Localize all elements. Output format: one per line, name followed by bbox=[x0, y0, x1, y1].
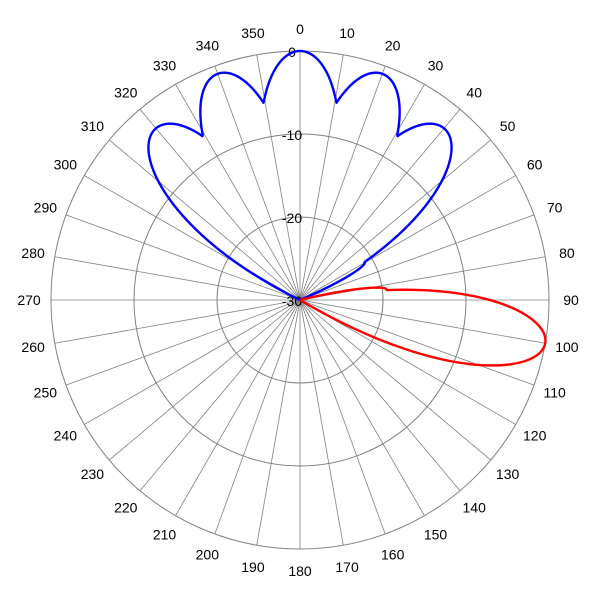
grid-spoke bbox=[299, 256, 546, 301]
grid-spoke bbox=[54, 299, 301, 344]
grid-spoke bbox=[214, 65, 301, 301]
grid-spoke bbox=[139, 108, 301, 301]
angle-label: 300 bbox=[54, 157, 78, 173]
grid-spoke bbox=[299, 299, 425, 516]
angle-label: 80 bbox=[559, 245, 575, 261]
grid-spoke bbox=[139, 299, 301, 492]
grid-spoke bbox=[299, 299, 386, 535]
angle-label: 240 bbox=[54, 428, 78, 444]
angle-label: 50 bbox=[500, 118, 516, 134]
grid-spoke bbox=[299, 139, 492, 301]
angle-label: 30 bbox=[428, 57, 444, 73]
polar-grid bbox=[50, 50, 550, 550]
grid-spoke bbox=[299, 84, 425, 301]
angle-label: 130 bbox=[496, 466, 520, 482]
grid-spoke bbox=[299, 299, 344, 546]
grid-spoke bbox=[214, 299, 301, 535]
grid-spoke bbox=[175, 299, 301, 516]
grid-spoke bbox=[108, 299, 301, 461]
series-line-0 bbox=[147, 49, 453, 302]
angle-label: 40 bbox=[466, 84, 482, 100]
grid-spoke bbox=[175, 84, 301, 301]
angle-label: 210 bbox=[153, 527, 177, 543]
angle-label: 280 bbox=[21, 245, 45, 261]
grid-spoke bbox=[54, 256, 301, 301]
grid-spoke bbox=[65, 299, 301, 386]
angle-label: 350 bbox=[241, 25, 265, 41]
series-line-1 bbox=[299, 286, 547, 367]
grid-spoke bbox=[84, 299, 301, 425]
grid-spoke bbox=[299, 214, 535, 301]
angle-label: 150 bbox=[424, 527, 448, 543]
angle-label: 260 bbox=[21, 339, 45, 355]
ring-label: -10 bbox=[282, 127, 302, 143]
ring-label: -20 bbox=[282, 210, 302, 226]
ring-labels: 0-10-20-30 bbox=[282, 44, 302, 309]
grid-spoke bbox=[299, 299, 535, 386]
angle-label: 310 bbox=[81, 118, 105, 134]
angle-label: 160 bbox=[381, 547, 405, 563]
angle-label: 230 bbox=[81, 466, 105, 482]
grid-spoke bbox=[108, 139, 301, 301]
grid-spoke bbox=[299, 299, 546, 344]
angle-label: 90 bbox=[563, 292, 579, 308]
angle-label: 110 bbox=[543, 385, 566, 401]
angle-label: 270 bbox=[17, 292, 41, 308]
angle-label: 190 bbox=[241, 559, 265, 575]
ring-label: -30 bbox=[282, 293, 302, 309]
angle-label: 320 bbox=[114, 84, 138, 100]
angle-label: 170 bbox=[335, 559, 359, 575]
grid-spoke bbox=[256, 299, 301, 546]
angle-label: 290 bbox=[34, 199, 58, 215]
angle-label: 220 bbox=[114, 500, 138, 516]
angle-labels: 0 10 20 30 40 50 60 70 80 90 100 110 120 130 140 150 160… bbox=[17, 21, 579, 579]
angle-label: 20 bbox=[385, 37, 401, 53]
angle-label: 250 bbox=[34, 385, 58, 401]
angle-label: 120 bbox=[523, 428, 547, 444]
angle-label: 180 bbox=[288, 563, 312, 579]
grid-spoke bbox=[299, 299, 461, 492]
angle-label: 200 bbox=[196, 547, 220, 563]
angle-label: 100 bbox=[555, 339, 579, 355]
angle-label: 340 bbox=[196, 37, 220, 53]
grid-spoke bbox=[299, 299, 492, 461]
angle-label: 0 bbox=[296, 21, 304, 37]
grid-spoke bbox=[299, 108, 461, 301]
grid-spoke bbox=[299, 65, 386, 301]
angle-label: 10 bbox=[339, 25, 355, 41]
grid-spoke bbox=[65, 214, 301, 301]
angle-label: 330 bbox=[153, 57, 177, 73]
grid-spoke bbox=[299, 175, 516, 301]
angle-label: 60 bbox=[527, 157, 543, 173]
angle-label: 70 bbox=[547, 199, 563, 215]
pattern-series bbox=[147, 49, 547, 367]
angle-label: 140 bbox=[463, 500, 487, 516]
